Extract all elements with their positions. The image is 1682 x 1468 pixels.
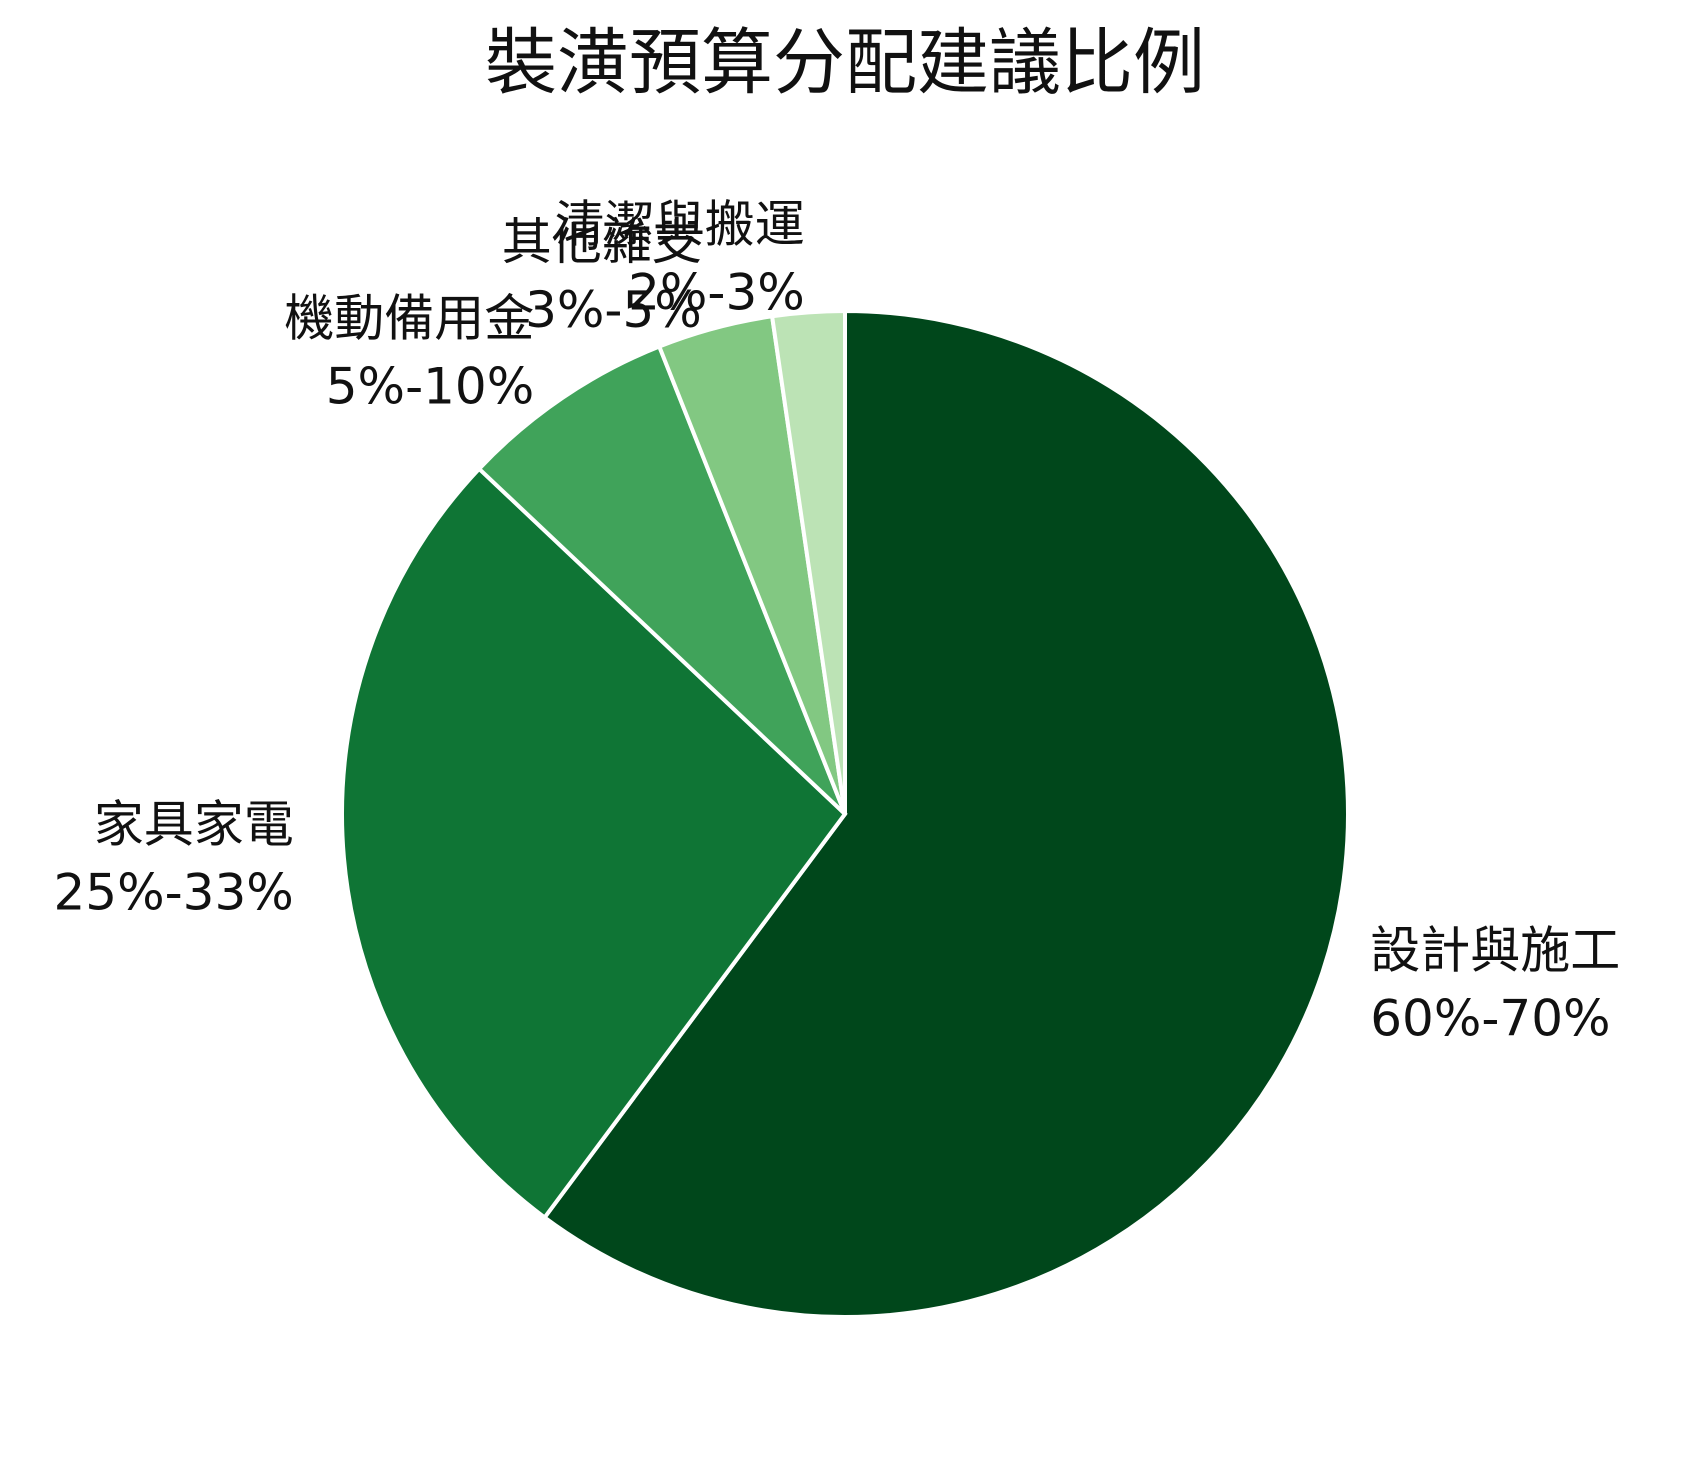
slice-label: 清潔與搬運 — [555, 196, 805, 254]
slice-label: 設計與施工 — [1370, 922, 1620, 980]
slice-label: 家具家電 — [94, 796, 294, 854]
slice-value-label: 2%-3% — [628, 264, 805, 322]
pie-slice — [769, 308, 847, 815]
slice-value-label: 25%-33% — [53, 864, 293, 922]
slice-label: 其他雜支 — [502, 213, 702, 271]
slice-value-label: 60%-70% — [1370, 990, 1610, 1048]
pie-slice — [476, 343, 847, 816]
pie-slice — [340, 465, 848, 1221]
slice-value-label: 3%-5% — [525, 281, 702, 339]
slice-value-label: 5%-10% — [326, 358, 535, 416]
slice-label: 機動備用金 — [284, 290, 534, 348]
chart-title: 裝潢預算分配建議比例 — [485, 21, 1205, 105]
pie-slice — [541, 308, 1350, 1319]
